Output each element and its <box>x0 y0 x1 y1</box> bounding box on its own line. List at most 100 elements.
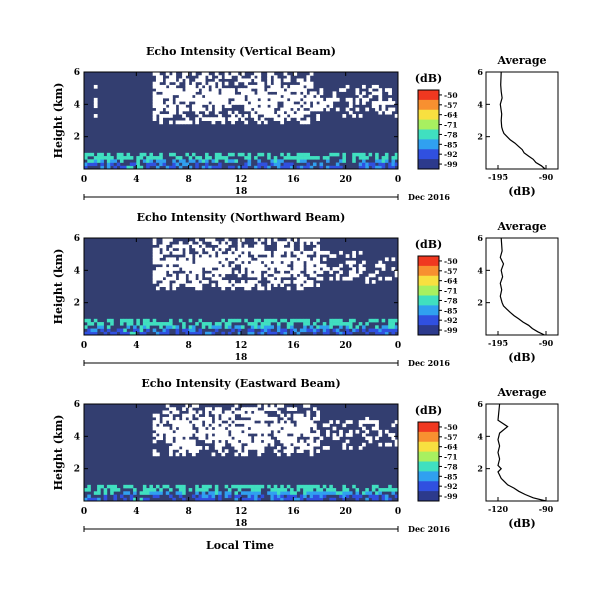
no-data-cell <box>205 91 209 96</box>
heatmap-cell <box>185 331 189 336</box>
no-data-cell <box>250 114 255 118</box>
heatmap-cell <box>280 165 284 170</box>
no-data-cell <box>241 97 245 102</box>
no-data-cell <box>299 442 304 447</box>
no-data-cell <box>231 101 235 105</box>
no-data-cell <box>371 104 376 109</box>
no-data-cell <box>231 72 235 76</box>
no-data-cell <box>254 107 258 112</box>
heatmap-cell <box>247 159 252 163</box>
no-data-cell <box>155 452 160 457</box>
no-data-cell <box>388 110 392 115</box>
no-data-cell <box>286 254 291 258</box>
no-data-cell <box>165 433 170 437</box>
heatmap-cell <box>198 488 203 492</box>
no-data-cell <box>218 280 222 284</box>
no-data-cell <box>152 241 157 245</box>
heatmap-cell <box>296 152 301 157</box>
y-tick-label: 4 <box>74 266 80 276</box>
no-data-cell <box>254 238 258 242</box>
no-data-cell <box>231 263 235 268</box>
heatmap-cell <box>84 488 88 492</box>
no-data-cell <box>312 257 317 262</box>
no-data-cell <box>198 97 203 102</box>
no-data-cell <box>254 410 258 415</box>
heatmap-cell <box>100 165 104 170</box>
no-data-cell <box>365 429 370 434</box>
no-data-cell <box>254 94 258 99</box>
no-data-cell <box>155 84 160 89</box>
heatmap-cell <box>110 331 114 336</box>
no-data-cell <box>169 439 173 444</box>
heatmap-cell <box>322 331 327 336</box>
no-data-cell <box>345 433 350 437</box>
heatmap-cell <box>293 494 297 499</box>
no-data-cell <box>198 247 203 252</box>
heatmap-cell <box>234 159 239 163</box>
heatmap-cell <box>214 322 219 326</box>
heatmap-cell <box>152 318 157 323</box>
no-data-cell <box>172 75 177 79</box>
no-data-cell <box>273 420 278 424</box>
no-data-cell <box>165 429 170 434</box>
no-data-cell <box>165 114 170 118</box>
no-data-cell <box>276 267 281 271</box>
no-data-cell <box>381 101 386 105</box>
no-data-cell <box>283 439 288 444</box>
no-data-cell <box>237 436 242 441</box>
heatmap-cell <box>355 325 360 329</box>
no-data-cell <box>257 84 262 89</box>
heatmap-cell <box>188 331 193 336</box>
heatmap-cell <box>293 328 297 333</box>
no-data-cell <box>254 442 258 447</box>
no-data-cell <box>227 241 232 245</box>
heatmap-cell <box>371 165 376 170</box>
no-data-cell <box>260 84 265 89</box>
no-data-cell <box>162 91 167 96</box>
no-data-cell <box>270 439 275 444</box>
no-data-cell <box>276 110 281 115</box>
no-data-cell <box>227 117 232 121</box>
no-data-cell <box>169 420 173 424</box>
no-data-cell <box>293 270 298 275</box>
no-data-cell <box>152 247 157 252</box>
no-data-cell <box>309 439 314 444</box>
no-data-cell <box>244 120 249 125</box>
no-data-cell <box>257 250 262 255</box>
no-data-cell <box>342 276 347 281</box>
heatmap-cell <box>195 491 199 495</box>
no-data-cell <box>283 273 288 278</box>
heatmap-cell <box>290 325 294 329</box>
no-data-cell <box>312 433 317 437</box>
no-data-cell <box>198 429 203 434</box>
heatmap-cell <box>296 156 301 160</box>
no-data-cell <box>312 442 317 447</box>
no-data-cell <box>188 120 193 125</box>
no-data-cell <box>283 241 288 245</box>
no-data-cell <box>244 446 249 450</box>
no-data-cell <box>263 257 268 262</box>
no-data-cell <box>250 84 255 89</box>
no-data-cell <box>273 81 278 86</box>
no-data-cell <box>214 247 219 252</box>
heatmap-cell <box>339 165 343 170</box>
no-data-cell <box>221 433 226 437</box>
heatmap-cell <box>159 162 163 167</box>
no-data-cell <box>326 107 330 112</box>
no-data-cell <box>205 410 209 415</box>
x-tick-label: 4 <box>133 507 139 517</box>
no-data-cell <box>299 449 304 453</box>
no-data-cell <box>241 94 245 99</box>
no-data-cell <box>172 410 177 415</box>
no-data-cell <box>237 426 242 431</box>
no-data-cell <box>306 257 311 262</box>
no-data-cell <box>218 446 222 450</box>
no-data-cell <box>165 72 170 76</box>
no-data-cell <box>348 273 353 278</box>
no-data-cell <box>155 88 160 92</box>
no-data-cell <box>241 257 245 262</box>
no-data-cell <box>165 439 170 444</box>
no-data-cell <box>250 442 255 447</box>
heatmap-cell <box>335 318 340 323</box>
no-data-cell <box>231 114 235 118</box>
